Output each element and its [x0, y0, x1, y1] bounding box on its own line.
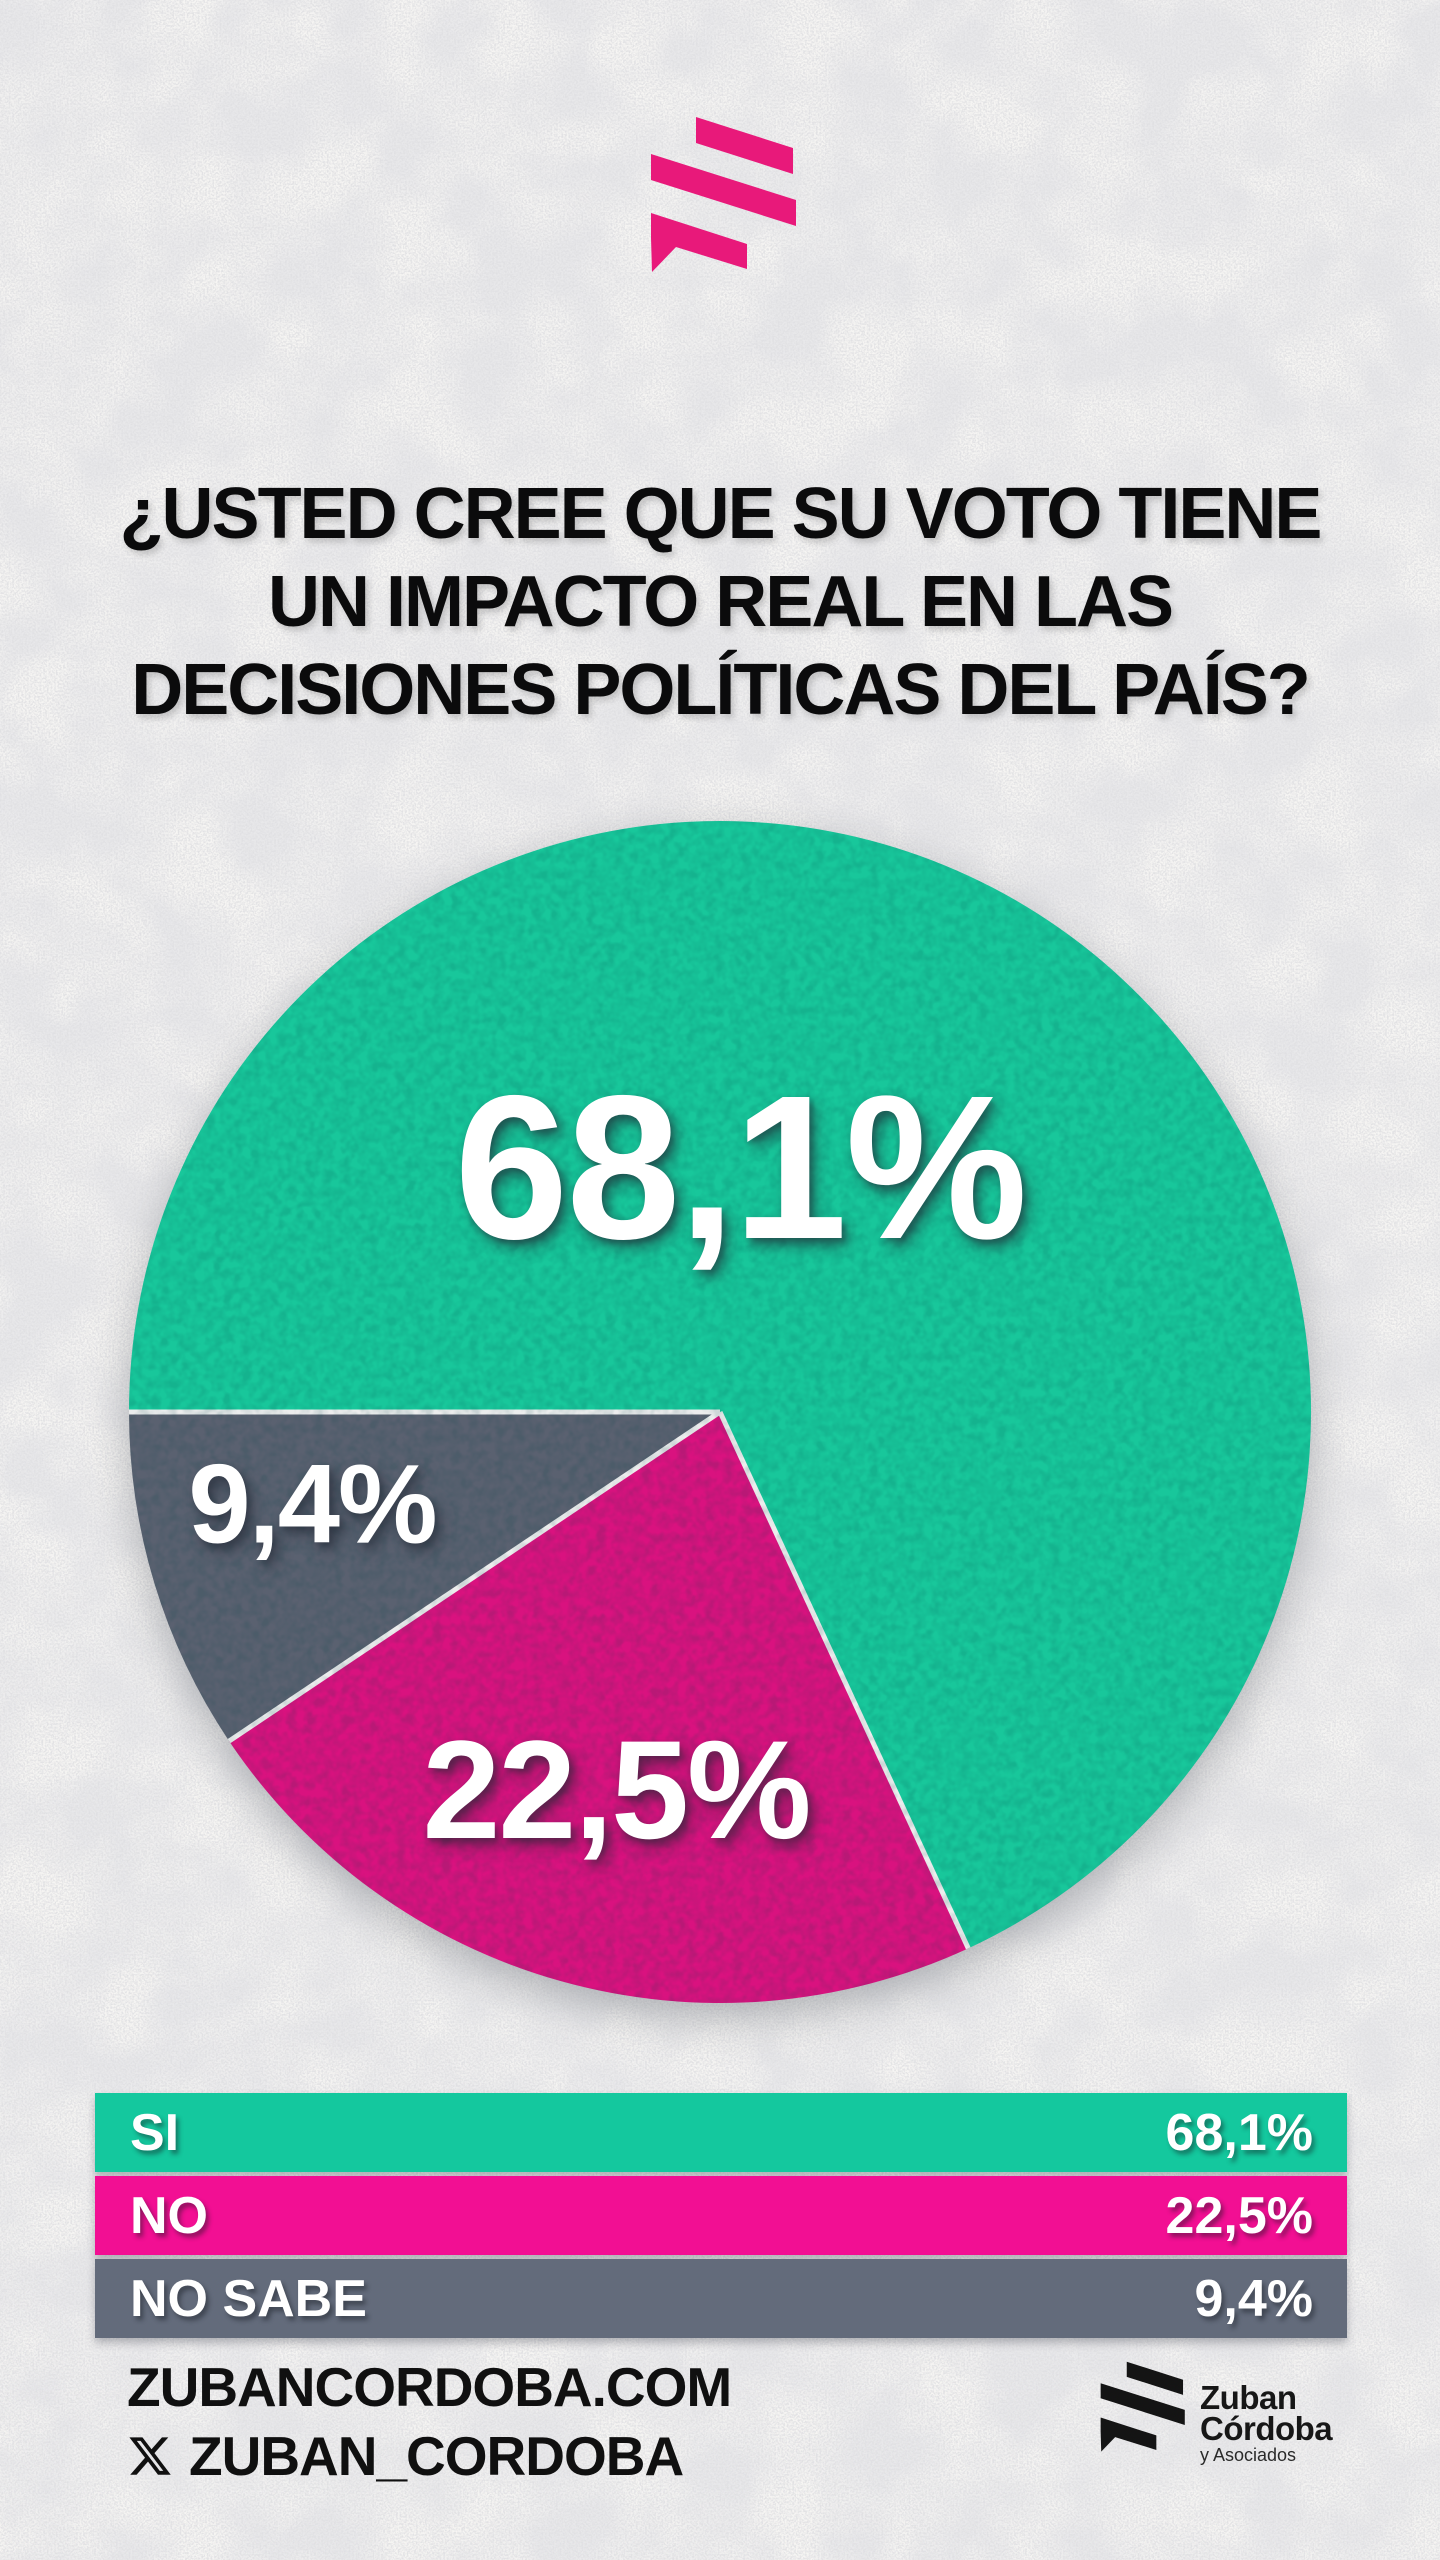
legend: SI 68,1% NO 22,5% NO SABE 9,4%	[95, 2093, 1347, 2342]
pie-label-no: 22,5%	[422, 1711, 812, 1868]
brand-name-line: Córdoba	[1200, 2410, 1333, 2447]
legend-row-si: SI 68,1%	[95, 2093, 1347, 2172]
poll-question-line: DECISIONES POLÍTICAS DEL PAÍS?	[131, 650, 1311, 730]
brand-name-line: Zuban	[1200, 2379, 1297, 2416]
footer-brand-name: Zuban Córdoba y Asociados	[1200, 2360, 1333, 2466]
poll-question-line: UN IMPACTO REAL EN LAS	[267, 562, 1174, 642]
zuban-cordoba-logo-icon	[651, 117, 796, 272]
legend-value: 22,5%	[1165, 2186, 1313, 2245]
pie-label-no-sabe: 9,4%	[188, 1441, 437, 1567]
pie-label-si: 68,1%	[454, 1053, 1027, 1282]
poll-question: ¿USTED CREE QUE SU VOTO TIENE UN IMPACTO…	[0, 470, 1440, 734]
brand-tagline: y Asociados	[1200, 2445, 1297, 2465]
legend-label: SI	[130, 2103, 180, 2162]
website-text: ZUBANCORDOBA.COM	[127, 2356, 732, 2418]
pie-chart-svg	[129, 820, 1311, 2003]
x-twitter-icon	[129, 2437, 171, 2475]
legend-value: 9,4%	[1194, 2269, 1313, 2328]
footer-links: ZUBANCORDOBA.COM ZUBAN_CORDOBA	[127, 2356, 732, 2488]
pie-chart: 68,1% 22,5% 9,4%	[124, 816, 1316, 2008]
legend-row-no: NO 22,5%	[95, 2176, 1347, 2255]
legend-row-no-sabe: NO SABE 9,4%	[95, 2259, 1347, 2338]
footer-brand-logo: Zuban Córdoba y Asociados	[1100, 2360, 1333, 2466]
legend-label: NO SABE	[130, 2269, 367, 2328]
pie-texture-overlay	[129, 821, 1311, 2003]
legend-label: NO	[130, 2186, 208, 2245]
legend-value: 68,1%	[1165, 2103, 1313, 2162]
x-handle-row: ZUBAN_CORDOBA	[127, 2424, 731, 2488]
zuban-cordoba-footer-logo-icon	[1100, 2361, 1185, 2452]
poll-question-line: ¿USTED CREE QUE SU VOTO TIENE	[119, 474, 1323, 554]
x-handle-text: ZUBAN_CORDOBA	[189, 2425, 684, 2487]
